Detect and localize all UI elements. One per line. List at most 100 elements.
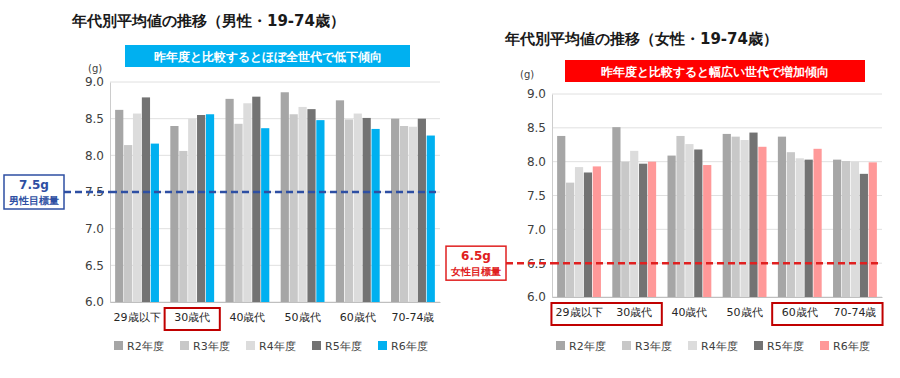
bar bbox=[851, 162, 859, 297]
bar bbox=[307, 109, 315, 302]
bar bbox=[371, 129, 379, 302]
bar bbox=[833, 160, 841, 297]
grid bbox=[110, 82, 440, 302]
y-axis-title: (g) bbox=[520, 69, 534, 80]
bar bbox=[409, 127, 417, 302]
legend-label: R3年度 bbox=[193, 340, 230, 353]
x-tick: 40歳代 bbox=[229, 302, 265, 324]
canvas: 6.06.57.07.58.08.59.07.5g男性目標量29歳以下30歳代4… bbox=[0, 0, 900, 378]
legend-label: R6年度 bbox=[833, 340, 870, 353]
highlight-box bbox=[772, 303, 882, 325]
legend-swatch bbox=[820, 341, 829, 350]
bar bbox=[427, 136, 435, 302]
legend-item: R3年度 bbox=[622, 340, 672, 353]
y-axis-line bbox=[552, 95, 553, 298]
reference-sublabel: 女性目標量 bbox=[450, 266, 501, 277]
annotation-box bbox=[125, 45, 410, 67]
bar bbox=[391, 119, 399, 302]
series bbox=[124, 114, 408, 302]
reference-connector bbox=[64, 191, 110, 194]
bar bbox=[667, 156, 675, 297]
y-tick-label: 7.0 bbox=[527, 223, 546, 237]
x-tick: 70-74歳 bbox=[833, 297, 876, 319]
grid-line bbox=[110, 192, 440, 193]
chart: 6.06.57.07.58.08.59.07.5g男性目標量29歳以下30歳代4… bbox=[4, 12, 441, 353]
legend-item: R6年度 bbox=[378, 340, 428, 353]
x-tick: 29歳以下 bbox=[556, 297, 603, 319]
y-tick: 7.0 bbox=[527, 223, 552, 237]
legend-item: R3年度 bbox=[180, 340, 230, 353]
x-tick: 29歳以下 bbox=[114, 302, 161, 324]
grid-line bbox=[110, 302, 440, 303]
legend-swatch bbox=[556, 341, 565, 350]
y-tick: 9.0 bbox=[85, 75, 110, 89]
x-tick-label: 70-74歳 bbox=[833, 306, 876, 319]
bar bbox=[400, 126, 408, 302]
legend-label: R4年度 bbox=[701, 340, 738, 353]
legend-item: R4年度 bbox=[246, 340, 296, 353]
bar bbox=[732, 137, 740, 297]
y-tick-label: 9.0 bbox=[85, 75, 104, 89]
y-tick: 6.0 bbox=[527, 290, 552, 304]
bar bbox=[316, 120, 324, 302]
x-axis-line bbox=[553, 297, 883, 298]
series bbox=[593, 147, 877, 297]
reference-connector bbox=[506, 262, 552, 265]
y-tick-label: 6.0 bbox=[527, 290, 546, 304]
highlight-box bbox=[165, 308, 220, 330]
legend-label: R5年度 bbox=[767, 340, 804, 353]
bar bbox=[813, 149, 821, 297]
x-tick: 60歳代 bbox=[340, 302, 376, 324]
legend-swatch bbox=[114, 341, 123, 350]
bar bbox=[630, 151, 638, 297]
y-axis-title: (g) bbox=[88, 63, 102, 74]
legend-label: R6年度 bbox=[391, 340, 428, 353]
bar bbox=[418, 119, 426, 302]
legend: R2年度R3年度R4年度R5年度R6年度 bbox=[556, 340, 870, 353]
reference-box bbox=[4, 175, 64, 209]
legend-label: R3年度 bbox=[635, 340, 672, 353]
x-tick-label: 30歳代 bbox=[616, 306, 652, 319]
bar bbox=[557, 136, 565, 297]
x-tick: 50歳代 bbox=[727, 297, 763, 319]
bar bbox=[621, 162, 629, 297]
bar bbox=[593, 166, 601, 297]
legend-item: R5年度 bbox=[312, 340, 362, 353]
y-tick: 9.0 bbox=[527, 87, 552, 101]
bar bbox=[685, 144, 693, 297]
reference-label: 7.5g bbox=[19, 178, 49, 192]
x-tick: 30歳代 bbox=[616, 297, 652, 319]
y-tick: 8.5 bbox=[85, 112, 110, 126]
x-tick: 70-74歳 bbox=[391, 302, 434, 324]
bar bbox=[723, 134, 731, 297]
y-tick-label: 8.0 bbox=[85, 149, 104, 163]
bar bbox=[115, 110, 123, 302]
y-tick-label: 7.0 bbox=[85, 222, 104, 236]
grid-line bbox=[552, 263, 882, 264]
bar bbox=[197, 115, 205, 302]
grid-line bbox=[110, 155, 440, 156]
bar bbox=[612, 127, 620, 297]
bar bbox=[740, 140, 748, 297]
chart: 6.06.57.07.58.08.59.06.5g女性目標量29歳以下30歳代4… bbox=[446, 30, 883, 353]
bar bbox=[749, 133, 757, 297]
legend-swatch bbox=[378, 341, 387, 350]
legend-swatch bbox=[622, 341, 631, 350]
bar bbox=[860, 174, 868, 297]
x-tick-label: 29歳以下 bbox=[114, 311, 161, 324]
annotation: 昨年度と比較すると幅広い世代で増加傾向 bbox=[601, 65, 829, 79]
grid-line bbox=[110, 82, 440, 83]
legend-label: R5年度 bbox=[325, 340, 362, 353]
bar bbox=[225, 99, 233, 302]
bar bbox=[336, 100, 344, 302]
bar bbox=[281, 92, 289, 302]
x-tick: 40歳代 bbox=[671, 297, 707, 319]
bar bbox=[584, 172, 592, 297]
bar bbox=[869, 162, 877, 297]
bar bbox=[188, 119, 196, 302]
bar bbox=[133, 114, 141, 302]
highlight-box bbox=[551, 303, 661, 325]
bar bbox=[206, 114, 214, 302]
legend-label: R4年度 bbox=[259, 340, 296, 353]
y-tick-label: 8.5 bbox=[527, 121, 546, 135]
